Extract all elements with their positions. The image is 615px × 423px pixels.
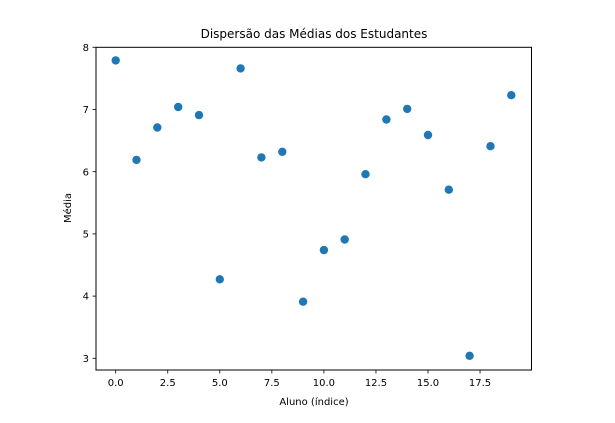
x-tick-label: 7.5	[264, 378, 280, 389]
y-tick-label: 6	[83, 167, 89, 178]
y-tick-label: 4	[83, 292, 89, 303]
x-tick-label: 0.0	[108, 378, 124, 389]
data-point	[382, 115, 391, 124]
plot-frame	[95, 46, 532, 371]
data-point	[319, 245, 329, 255]
data-point	[194, 110, 204, 120]
y-tick-label: 7	[83, 105, 89, 116]
x-tick-label: 2.5	[160, 378, 176, 389]
y-axis-label: Média	[62, 193, 74, 223]
data-point	[486, 142, 495, 151]
data-point	[215, 275, 224, 284]
x-tick-label: 15.0	[417, 378, 439, 389]
x-tick-label: 12.5	[365, 378, 387, 389]
data-point	[403, 104, 412, 114]
data-point	[444, 185, 453, 194]
x-axis-ticks: 0.0 2.5 5.0 7.5 10.0 12.5 15.0 17.5	[108, 370, 491, 389]
data-point	[423, 130, 433, 140]
data-point	[111, 56, 120, 65]
y-tick-label: 8	[83, 43, 89, 54]
data-point	[153, 123, 162, 132]
data-point	[257, 153, 266, 162]
y-tick-label: 5	[83, 230, 89, 241]
data-point	[278, 147, 287, 156]
data-point	[298, 297, 308, 306]
data-point	[132, 155, 141, 165]
y-axis-ticks: 3 4 5 6 7 8	[83, 43, 96, 365]
data-point	[507, 91, 516, 100]
x-tick-label: 5.0	[212, 378, 228, 389]
data-points	[111, 56, 516, 360]
x-axis-label: Aluno (índice)	[279, 396, 348, 408]
x-tick-label: 17.5	[469, 378, 491, 389]
data-point	[340, 235, 349, 244]
chart-title: Dispersão das Médias dos Estudantes	[201, 27, 428, 41]
data-point	[174, 102, 183, 112]
data-point	[465, 351, 474, 360]
data-point	[236, 64, 245, 73]
x-tick-label: 10.0	[313, 378, 335, 389]
data-point	[361, 170, 370, 179]
y-tick-label: 3	[83, 354, 89, 365]
